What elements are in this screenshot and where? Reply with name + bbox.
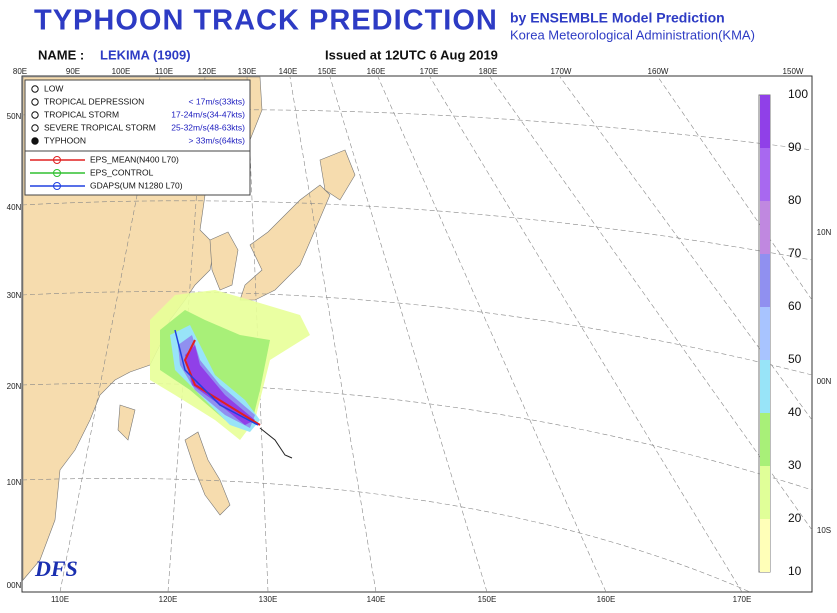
bottom-label: 160E xyxy=(597,595,616,604)
legend-symbol xyxy=(31,137,39,145)
legend-model: EPS_CONTROL xyxy=(90,167,154,177)
top-label: 150E xyxy=(318,67,337,76)
japan xyxy=(239,184,331,301)
legend-speed: 17-24m/s(34-47kts) xyxy=(171,109,245,119)
bottom-label: 130E xyxy=(259,595,278,604)
right-label: 00N xyxy=(817,377,832,386)
legend-model: EPS_MEAN(N400 L70) xyxy=(90,154,179,164)
colorbar-label: 60 xyxy=(788,299,802,313)
legend-symbol xyxy=(31,85,39,93)
issued: Issued at 12UTC 6 Aug 2019 xyxy=(325,47,498,62)
legend-label: LOW xyxy=(44,83,63,93)
land xyxy=(22,76,356,581)
left-label: 30N xyxy=(7,291,22,300)
legend-marker xyxy=(53,156,61,164)
legend-symbol xyxy=(31,111,39,119)
name-value: LEKIMA (1909) xyxy=(100,47,191,62)
colorbar-label: 70 xyxy=(788,246,802,260)
bottom-label: 150E xyxy=(478,595,497,604)
legend-label: TROPICAL STORM xyxy=(44,109,119,119)
left-label: 50N xyxy=(7,112,22,121)
legend-label: TROPICAL DEPRESSION xyxy=(44,96,144,106)
top-label: 170W xyxy=(551,67,572,76)
title: TYPHOON TRACK PREDICTION xyxy=(34,5,498,37)
bottom-label: 170E xyxy=(733,595,752,604)
top-label: 100E xyxy=(112,67,131,76)
left-label: 10N xyxy=(7,478,22,487)
legend-symbol xyxy=(31,124,39,132)
top-label: 90E xyxy=(66,67,80,76)
source: Korea Meteorological Administration(KMA) xyxy=(510,27,755,42)
top-label: 180E xyxy=(479,67,498,76)
bottom-label: 140E xyxy=(367,595,386,604)
colorbar-label: 80 xyxy=(788,193,802,207)
hokkaido xyxy=(319,149,356,201)
colorbar-segment xyxy=(760,466,770,519)
top-label: 120E xyxy=(198,67,217,76)
legend-symbol xyxy=(31,98,39,106)
left-label: 40N xyxy=(7,203,22,212)
colorbar-segment xyxy=(760,95,770,148)
top-label: 160E xyxy=(367,67,386,76)
colorbar-label: 100 xyxy=(788,87,808,101)
colorbar-segment xyxy=(760,519,770,572)
legend-speed: 25-32m/s(48-63kts) xyxy=(171,122,245,132)
left-label: 20N xyxy=(7,382,22,391)
colorbar-segment xyxy=(760,201,770,254)
right-label: 10S xyxy=(817,526,831,535)
top-label: 170E xyxy=(420,67,439,76)
legend-box xyxy=(24,79,251,196)
colorbar-segment xyxy=(760,360,770,413)
grid xyxy=(21,76,813,593)
korea xyxy=(209,231,239,291)
colorbar-label: 40 xyxy=(788,405,802,419)
left-label: 00N xyxy=(7,581,22,590)
colorbar-label: 30 xyxy=(788,458,802,472)
legend-label: TYPHOON xyxy=(44,135,86,145)
colorbar-label: 90 xyxy=(788,140,802,154)
legend-marker xyxy=(53,169,61,177)
hainan xyxy=(117,404,136,441)
legend-speed: > 33m/s(64kts) xyxy=(189,135,246,145)
source: by ENSEMBLE Model Prediction xyxy=(510,10,725,26)
top-label: 160W xyxy=(648,67,669,76)
colorbar-segment xyxy=(760,254,770,307)
colorbar-label: 50 xyxy=(788,352,802,366)
colorbar-segment xyxy=(760,413,770,466)
bottom-label: 110E xyxy=(51,595,69,604)
colorbar-segment xyxy=(760,148,770,201)
philippines xyxy=(184,431,231,516)
name-label: NAME : xyxy=(38,47,84,62)
top-label: 150W xyxy=(783,67,804,76)
legend-speed: < 17m/s(33kts) xyxy=(189,96,246,106)
legend-model: GDAPS(UM N1280 L70) xyxy=(90,180,183,190)
colorbar-label: 20 xyxy=(788,511,802,525)
bottom-label: 120E xyxy=(159,595,178,604)
right-label: 10N xyxy=(817,228,832,237)
colorbar-label: 10 xyxy=(788,564,802,578)
legend-label: SEVERE TROPICAL STORM xyxy=(44,122,156,132)
logo: DFS xyxy=(34,556,78,581)
top-label: 110E xyxy=(155,67,173,76)
colorbar-segment xyxy=(760,307,770,360)
legend-marker xyxy=(53,182,61,190)
top-label: 140E xyxy=(279,67,298,76)
top-label: 130E xyxy=(238,67,257,76)
top-label: 80E xyxy=(13,67,27,76)
track-plume xyxy=(150,290,310,459)
